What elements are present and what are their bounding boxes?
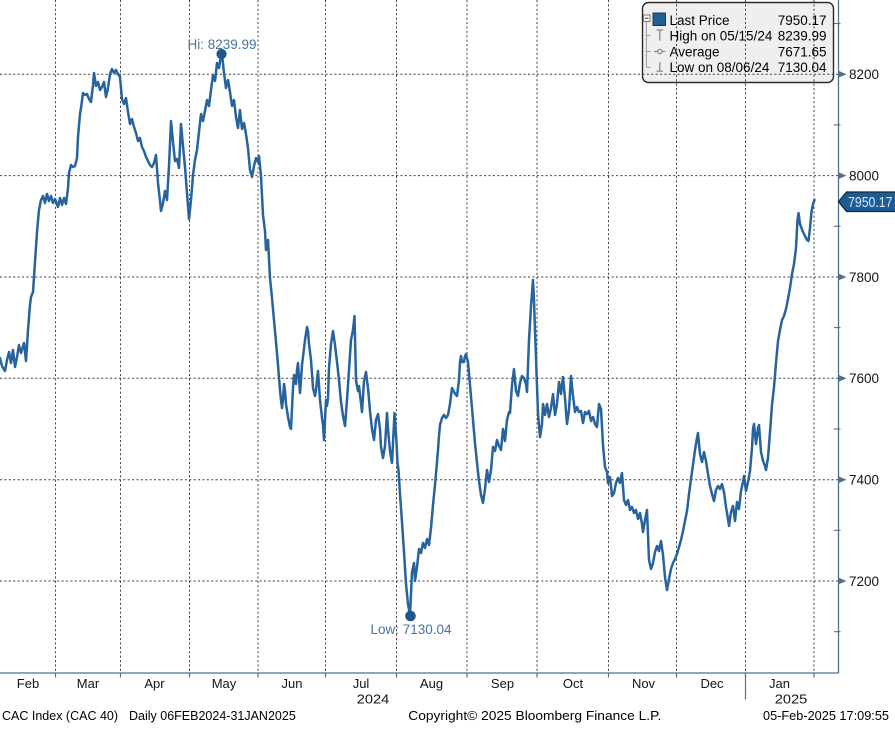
svg-text:7950.17: 7950.17 — [778, 13, 827, 28]
svg-text:7600: 7600 — [849, 371, 879, 386]
svg-text:Jul: Jul — [353, 676, 370, 691]
svg-text:Copyright© 2025 Bloomberg Fina: Copyright© 2025 Bloomberg Finance L.P. — [408, 709, 661, 723]
svg-text:7950.17: 7950.17 — [848, 194, 893, 211]
svg-text:High on 05/15/24: High on 05/15/24 — [670, 29, 773, 44]
svg-text:8239.99: 8239.99 — [778, 29, 827, 44]
svg-text:7400: 7400 — [849, 473, 879, 488]
svg-text:Daily 06FEB2024-31JAN2025: Daily 06FEB2024-31JAN2025 — [129, 709, 296, 723]
svg-text:05-Feb-2025 17:09:55: 05-Feb-2025 17:09:55 — [763, 709, 889, 723]
svg-text:7200: 7200 — [849, 574, 879, 589]
svg-text:Dec: Dec — [700, 676, 724, 691]
svg-text:8000: 8000 — [849, 168, 879, 183]
svg-text:7130.04: 7130.04 — [778, 60, 827, 75]
svg-text:Nov: Nov — [632, 676, 656, 691]
svg-text:Jun: Jun — [282, 676, 303, 691]
svg-text:Low: 7130.04: Low: 7130.04 — [370, 622, 452, 637]
svg-text:Oct: Oct — [563, 676, 584, 691]
svg-text:2025: 2025 — [775, 692, 808, 707]
svg-text:Mar: Mar — [77, 676, 100, 691]
svg-text:Last Price: Last Price — [670, 13, 730, 28]
svg-text:Jan: Jan — [769, 676, 790, 691]
svg-text:CAC Index (CAC 40): CAC Index (CAC 40) — [2, 709, 118, 723]
svg-text:Sep: Sep — [491, 676, 514, 691]
svg-text:8200: 8200 — [849, 67, 879, 82]
svg-text:Low on 08/06/24: Low on 08/06/24 — [670, 60, 770, 75]
svg-text:2024: 2024 — [357, 692, 390, 707]
svg-text:Average: Average — [670, 44, 720, 59]
svg-text:May: May — [212, 676, 237, 691]
svg-text:Apr: Apr — [144, 676, 165, 691]
svg-text:Hi: 8239.99: Hi: 8239.99 — [187, 37, 256, 52]
svg-text:Feb: Feb — [17, 676, 39, 691]
svg-text:7800: 7800 — [849, 270, 879, 285]
svg-text:Aug: Aug — [420, 676, 443, 691]
svg-text:7671.65: 7671.65 — [778, 44, 827, 59]
